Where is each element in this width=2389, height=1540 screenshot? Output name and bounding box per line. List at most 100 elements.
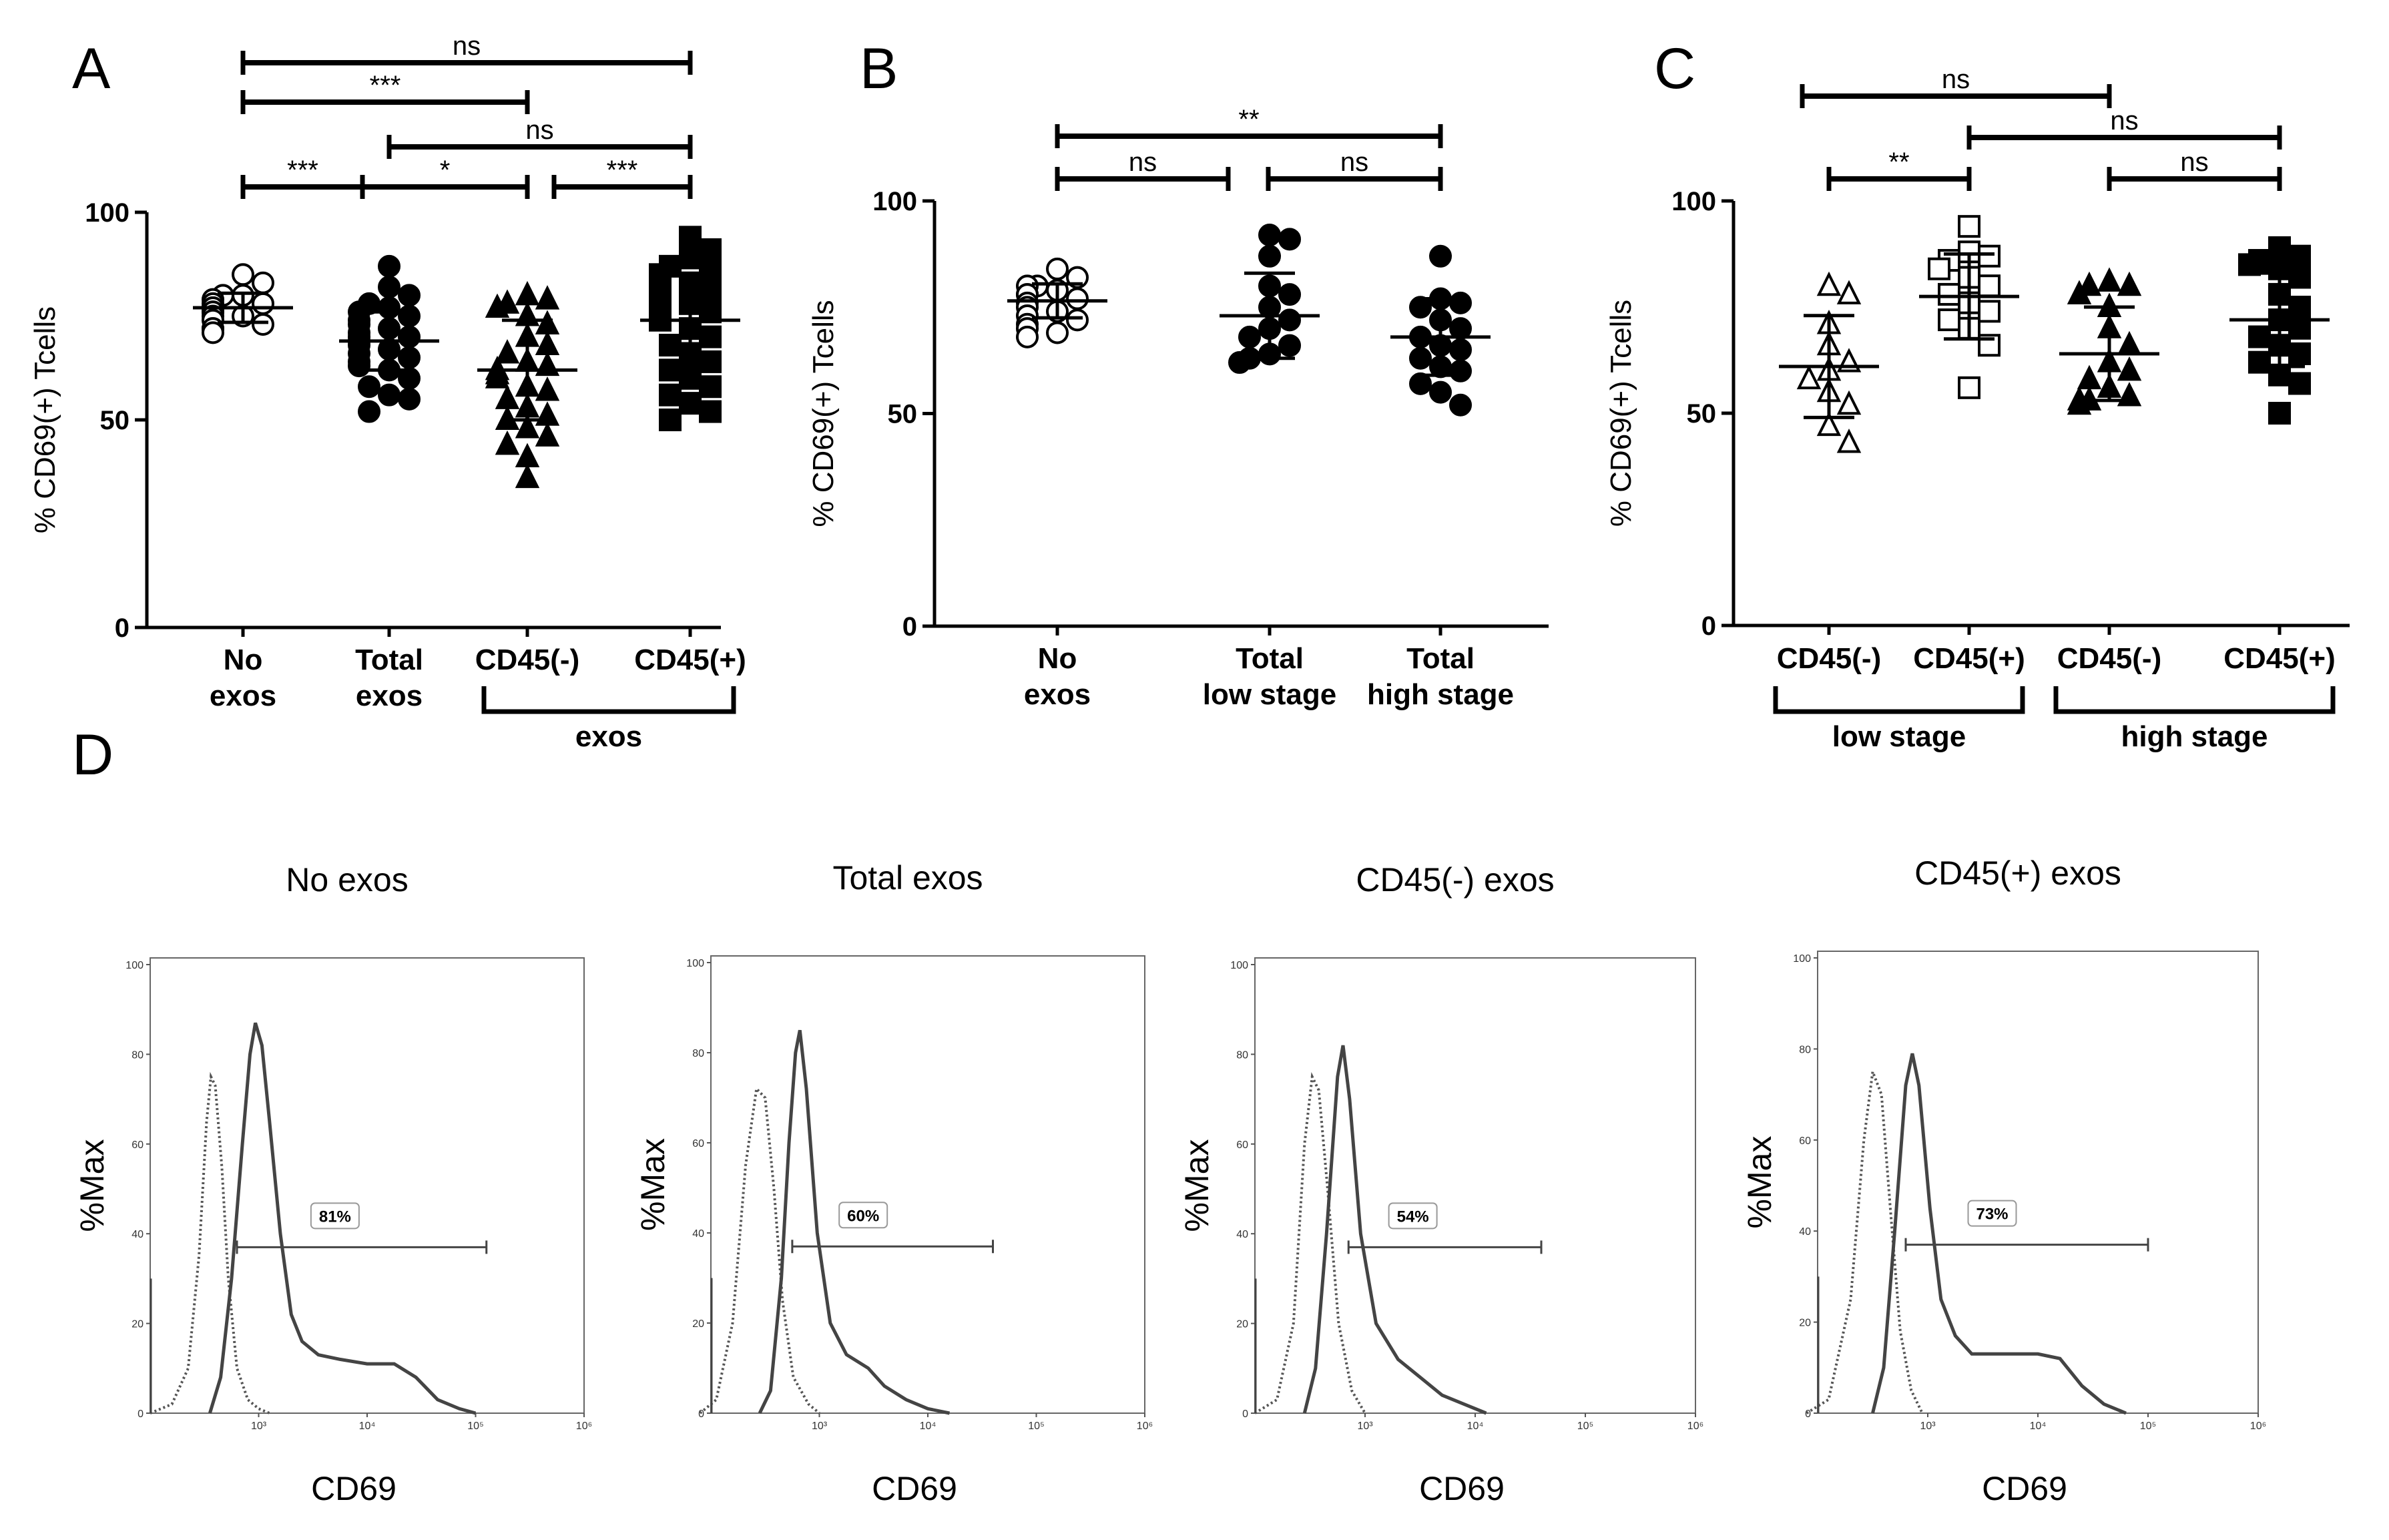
data-point-circle-filled	[1449, 393, 1472, 417]
data-point-triangle-open	[1816, 411, 1842, 437]
x-category-label: low stage	[1203, 678, 1337, 711]
data-point-circle-filled	[1238, 325, 1261, 348]
data-point-triangle-open	[1836, 280, 1862, 304]
data-point-triangle-filled	[535, 376, 560, 401]
data-point-circle-open	[1016, 325, 1039, 348]
x-tick-label: 10⁶	[576, 1421, 592, 1432]
y-axis-label: % CD69(+) Tcells	[29, 306, 61, 533]
y-tick-label: 0	[1701, 611, 1716, 641]
data-point-square-filled	[679, 246, 702, 270]
x-category-label: No	[224, 644, 263, 676]
y-tick-label: 20	[1236, 1319, 1248, 1330]
significance-label: ns	[453, 31, 481, 61]
data-point-circle-filled	[398, 325, 421, 348]
significance-label: ns	[2110, 106, 2138, 136]
data-point-triangle-filled	[2077, 364, 2102, 390]
group-bracket-label: high stage	[2121, 720, 2268, 753]
x-axis-label: CD69	[1982, 1470, 2067, 1507]
x-tick-label: 10³	[1357, 1421, 1373, 1432]
flow-histogram-1: No exos 0 20 40 60 80 100 10³ 10⁴ 10⁵ 10⁶ %Max CD69 8…	[73, 861, 592, 1507]
x-tick-label: 10³	[812, 1421, 828, 1432]
data-point-circle-filled	[1409, 346, 1432, 370]
group-bracket	[1773, 686, 2025, 714]
sample-histogram-curve	[208, 1022, 477, 1415]
y-tick-label: 100	[1793, 953, 1811, 965]
data-point-square-open	[1938, 308, 1960, 332]
gate-percent-label: 81%	[319, 1208, 351, 1226]
significance-label: ***	[607, 156, 638, 185]
data-point-circle-open	[232, 263, 254, 286]
data-point-circle-open	[252, 271, 274, 294]
data-point-triangle-filled	[2117, 330, 2142, 356]
gate-label-box	[1388, 1202, 1438, 1230]
flow-histogram-3: CD45(-) exos 0 20 40 60 80 100 10³ 10⁴ 10⁵ 10⁶ %Max…	[1178, 861, 1703, 1507]
significance-label: ns	[525, 115, 553, 145]
group-bracket	[481, 686, 736, 714]
significance-label: ***	[370, 71, 401, 100]
group-bracket-label: low stage	[1832, 720, 1966, 753]
data-point-circle-open	[252, 292, 274, 315]
data-point-circle-filled	[1278, 334, 1301, 357]
data-point-square-open	[1958, 215, 1980, 238]
significance-label: ns	[1942, 65, 1970, 94]
y-tick-label: 0	[115, 613, 129, 643]
data-point-square-filled	[2288, 342, 2311, 365]
gate-label-box	[1967, 1200, 2017, 1227]
data-point-square-open	[1978, 274, 2001, 298]
data-point-square-filled	[699, 238, 722, 261]
y-tick-label: 50	[1687, 399, 1717, 429]
histogram-title: Total exos	[832, 859, 983, 896]
y-tick-label: 100	[85, 198, 129, 228]
y-axis-label: % CD69(+) Tcells	[807, 300, 840, 527]
significance-label: **	[1238, 105, 1259, 134]
x-axis-label: CD69	[1419, 1470, 1505, 1507]
x-tick-label: 10⁶	[1687, 1421, 1703, 1432]
data-point-circle-filled	[1278, 228, 1301, 251]
data-point-triangle-filled	[2097, 267, 2122, 292]
data-point-triangle-filled	[535, 422, 560, 447]
y-tick-label: 0	[1242, 1408, 1248, 1420]
data-point-triangle-filled	[2117, 356, 2142, 381]
data-point-triangle-filled	[515, 463, 540, 489]
data-point-circle-filled	[1429, 380, 1452, 404]
data-point-circle-open	[1046, 257, 1069, 280]
gate-percent-label: 73%	[1976, 1206, 2008, 1224]
histogram-title: No exos	[286, 861, 408, 899]
x-tick-label: 10⁵	[2140, 1421, 2156, 1432]
data-point-circle-open	[202, 321, 224, 344]
data-point-circle-open	[1066, 287, 1089, 310]
x-category-label: CD45(+)	[2223, 642, 2336, 675]
x-tick-label: 10⁶	[1137, 1421, 1153, 1432]
data-point-triangle-open	[1816, 271, 1842, 296]
y-tick-label: 0	[698, 1408, 704, 1420]
x-category-label: CD45(-)	[475, 644, 579, 676]
data-point-square-filled	[2288, 296, 2311, 318]
data-point-square-filled	[2288, 372, 2311, 395]
panel-d-flow-histograms: No exos 0 20 40 60 80 100 10³ 10⁴ 10⁵ 10⁶ %Max CD69 8…	[73, 854, 2266, 1507]
data-point-square-filled	[659, 334, 682, 357]
data-point-triangle-filled	[495, 430, 520, 455]
y-tick-label: 100	[686, 958, 704, 969]
x-axis-label: CD69	[311, 1470, 396, 1507]
data-point-square-filled	[699, 325, 722, 348]
data-point-square-filled	[2268, 402, 2291, 425]
y-tick-label: 20	[1799, 1318, 1811, 1329]
data-point-circle-filled	[1278, 308, 1301, 332]
data-point-circle-filled	[398, 284, 421, 307]
x-tick-label: 10³	[251, 1421, 267, 1432]
data-point-circle-filled	[1429, 244, 1452, 268]
y-tick-label: 60	[1799, 1135, 1811, 1147]
data-point-square-filled	[2248, 350, 2271, 374]
sample-histogram-curve	[1871, 1053, 2127, 1415]
panel-letters: A B C D	[72, 37, 1695, 787]
sample-histogram-curve	[1302, 1045, 1487, 1415]
data-point-triangle-filled	[2117, 271, 2142, 296]
data-point-square-filled	[659, 383, 682, 407]
y-tick-label: 40	[1236, 1229, 1248, 1240]
x-category-label: CD45(-)	[2057, 642, 2161, 675]
data-point-triangle-filled	[485, 364, 510, 389]
data-point-square-filled	[679, 366, 702, 390]
panel-c-dotplot: 0 50 100 % CD69(+) Tcells CD45(-) CD45(+) CD45…	[1605, 65, 2350, 753]
